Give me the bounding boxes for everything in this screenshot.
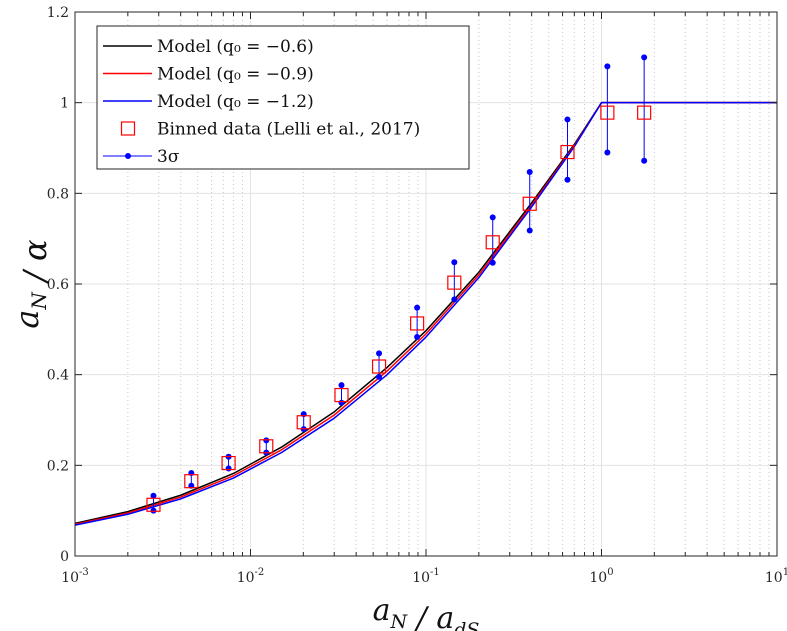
x-tick-label: 10-2 [237, 567, 265, 586]
error-bar-high-point [489, 214, 496, 221]
error-bar-high-point [641, 54, 648, 61]
ticks [74, 11, 778, 557]
binned-data-point [485, 235, 500, 250]
legend-label: Model (q₀ = −1.2) [157, 92, 314, 112]
error-bar-high-point [526, 169, 533, 176]
binned-data-point [371, 359, 387, 374]
legend: Model (q₀ = −0.6) Model (q₀ = −0.9) Model … [96, 25, 470, 170]
binned-data-point [296, 415, 311, 430]
error-bar-high-point [414, 304, 421, 311]
error-bar-low-point [526, 227, 533, 234]
binned-data-point [560, 144, 575, 160]
error-bar-low-point [489, 259, 496, 266]
x-tick-label: 100 [589, 567, 613, 586]
y-tick-labels: 0 0.2 0.4 0.6 0.8 1 1.2 [47, 5, 69, 565]
error-bar-low-point [376, 373, 383, 380]
error-bar-high-point [604, 63, 611, 70]
binned-markers [146, 105, 652, 512]
legend-errbar-dot [125, 153, 131, 159]
legend-label: Model (q₀ = −0.6) [157, 37, 314, 57]
binned-data-point [637, 105, 652, 120]
legend-box [96, 25, 470, 170]
y-tick-label: 1 [60, 96, 69, 112]
binned-data-point [410, 316, 425, 331]
legend-items: Model (q₀ = −0.6) Model (q₀ = −0.9) Model … [103, 37, 420, 167]
x-axis-label: aN / adS [373, 593, 480, 631]
legend-label: Model (q₀ = −0.9) [157, 65, 314, 85]
binned-data-point [522, 196, 537, 211]
error-bar-low-point [225, 465, 232, 472]
binned-data-point [146, 497, 161, 512]
x-tick-label: 10-1 [412, 567, 440, 586]
error-bar-low-point [150, 507, 157, 514]
error-bar-low-point [451, 296, 458, 303]
x-tick-label: 10-3 [61, 567, 89, 586]
error-bar-low-point [338, 399, 345, 406]
error-bar-high-point [376, 350, 383, 357]
error-bar-high-point [338, 382, 345, 389]
error-bar-low-point [641, 157, 648, 164]
x-tick-label: 101 [765, 567, 787, 586]
y-tick-label: 0.6 [47, 277, 69, 293]
error-bar-low-point [414, 334, 421, 341]
error-bar-high-point [451, 259, 458, 266]
legend-square-swatch [120, 121, 136, 136]
binned-data-point [184, 474, 199, 489]
binned-data-point [447, 275, 462, 290]
error-bar-high-point [263, 437, 270, 444]
y-tick-label: 0.8 [47, 186, 69, 202]
y-tick-label: 0.2 [47, 458, 69, 474]
error-bar-low-point [564, 176, 571, 183]
error-bar-low-point [604, 149, 611, 156]
binned-data-point [259, 439, 274, 454]
grid [75, 12, 777, 556]
binned-data-point [221, 455, 236, 471]
legend-label: Binned data (Lelli et al., 2017) [157, 120, 420, 140]
error-bar-high-point [150, 492, 157, 499]
error-bar-high-point [564, 116, 571, 123]
legend-label: 3σ [157, 147, 180, 167]
y-tick-label: 1.2 [47, 5, 69, 21]
y-tick-label: 0 [60, 549, 69, 565]
y-tick-label: 0.4 [47, 368, 69, 384]
x-tick-labels: 10-3 10-2 10-1 100 101 [61, 567, 787, 586]
y-axis-label: aN / α [8, 239, 54, 328]
binned-data-point [334, 387, 349, 403]
binned-data-point [600, 105, 615, 120]
